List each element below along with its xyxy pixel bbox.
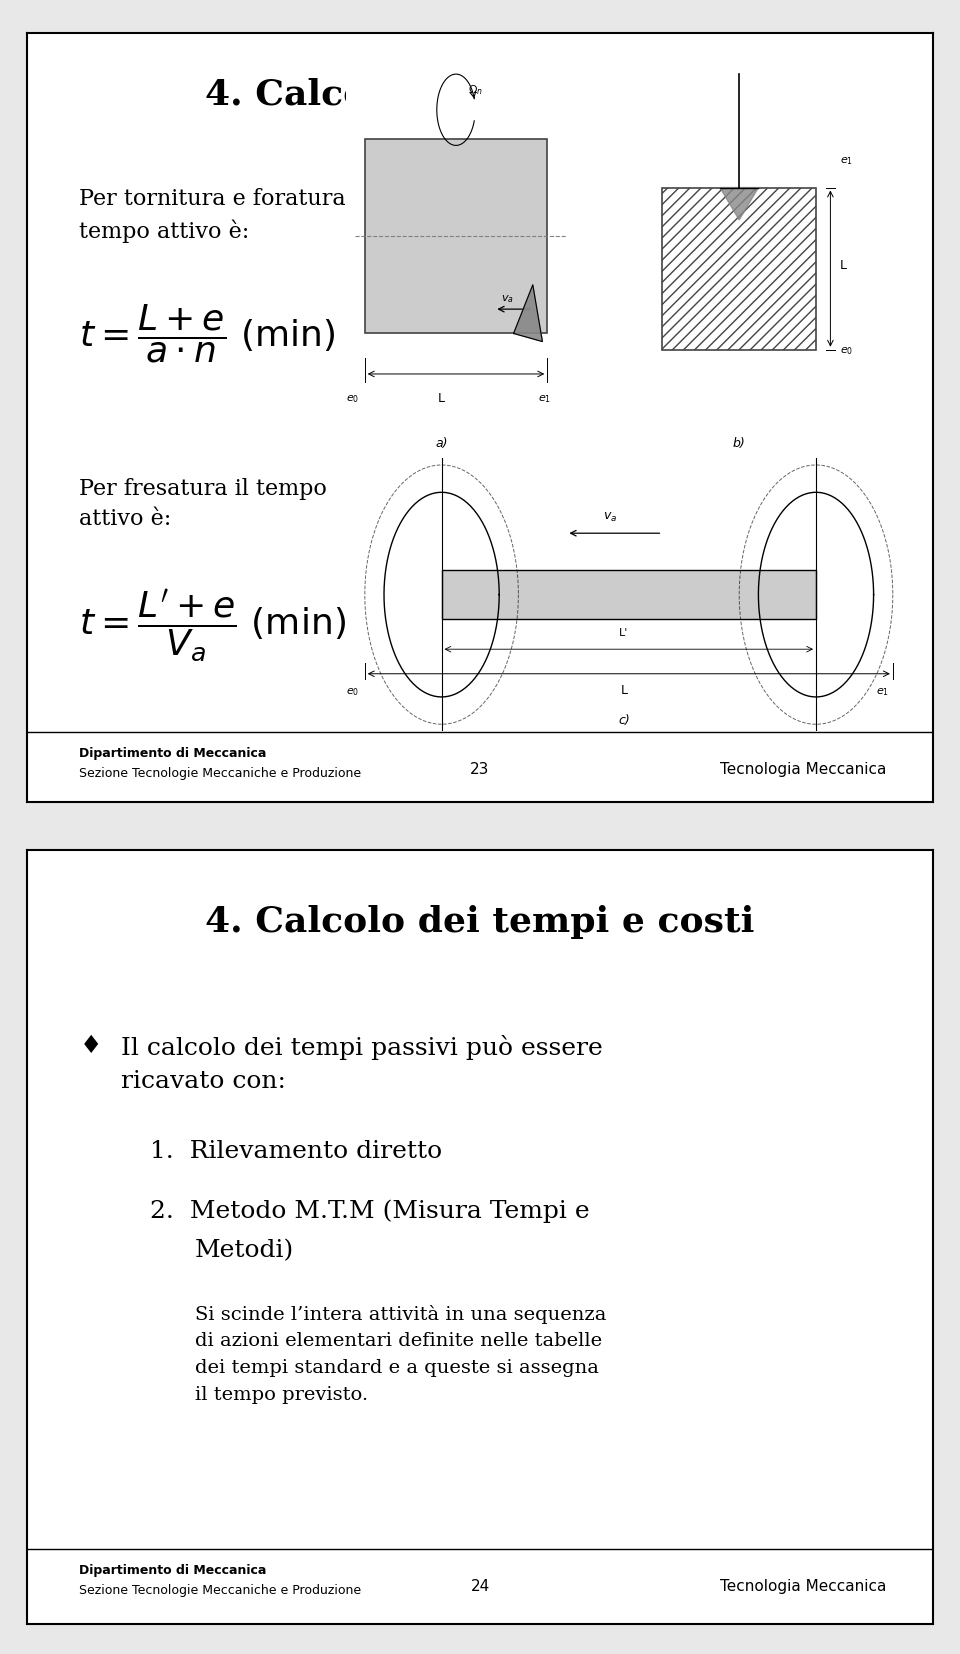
Text: Dipartimento di Meccanica: Dipartimento di Meccanica	[79, 1565, 266, 1578]
Text: di azioni elementari definite nelle tabelle: di azioni elementari definite nelle tabe…	[195, 1331, 602, 1350]
Text: Dipartimento di Meccanica: Dipartimento di Meccanica	[79, 748, 266, 761]
Text: Tecnologia Meccanica: Tecnologia Meccanica	[720, 762, 886, 777]
Text: $e_0$: $e_0$	[346, 394, 359, 405]
Text: 2.  Metodo M.T.M (Misura Tempi e: 2. Metodo M.T.M (Misura Tempi e	[150, 1199, 589, 1224]
Text: Tecnologia Meccanica: Tecnologia Meccanica	[720, 1580, 886, 1594]
Text: $v_a$: $v_a$	[501, 293, 514, 304]
Text: Per fresatura il tempo
attivo è:: Per fresatura il tempo attivo è:	[79, 478, 326, 529]
Text: 24: 24	[470, 1580, 490, 1594]
Text: dei tempi standard e a queste si assegna: dei tempi standard e a queste si assegna	[195, 1358, 599, 1376]
Polygon shape	[720, 187, 758, 220]
Text: $t = \dfrac{L'+e}{V_a}\ (\mathrm{min})$: $t = \dfrac{L'+e}{V_a}\ (\mathrm{min})$	[79, 587, 346, 663]
Text: ♦: ♦	[80, 1035, 103, 1059]
Bar	[442, 571, 816, 619]
Text: $e_0$: $e_0$	[346, 686, 359, 698]
Text: L: L	[840, 258, 847, 271]
Text: $e_1$: $e_1$	[538, 394, 551, 405]
Text: Il calcolo dei tempi passivi può essere: Il calcolo dei tempi passivi può essere	[121, 1035, 603, 1060]
Text: Si scinde l’intera attività in una sequenza: Si scinde l’intera attività in una seque…	[195, 1305, 607, 1323]
Text: L: L	[438, 392, 445, 405]
Text: $e_0$: $e_0$	[840, 346, 853, 357]
Text: Sezione Tecnologie Meccaniche e Produzione: Sezione Tecnologie Meccaniche e Produzio…	[79, 767, 361, 781]
Text: $\Omega_n$: $\Omega_n$	[468, 84, 484, 98]
Text: L': L'	[619, 627, 629, 637]
Text: ricavato con:: ricavato con:	[121, 1070, 286, 1093]
Text: 4. Calcolo dei tempi e costi: 4. Calcolo dei tempi e costi	[205, 905, 755, 939]
Text: 4. Calcolo dei tempi e costi: 4. Calcolo dei tempi e costi	[205, 78, 755, 112]
Text: Per tornitura e foratura il
tempo attivo è:: Per tornitura e foratura il tempo attivo…	[79, 189, 367, 243]
Text: L: L	[620, 685, 628, 698]
Text: $e_1$: $e_1$	[840, 155, 853, 167]
Text: 1.  Rilevamento diretto: 1. Rilevamento diretto	[150, 1140, 442, 1163]
Text: Sezione Tecnologie Meccaniche e Produzione: Sezione Tecnologie Meccaniche e Produzio…	[79, 1585, 361, 1598]
Text: b): b)	[732, 437, 746, 450]
Bar	[365, 139, 547, 334]
Text: $e_1$: $e_1$	[876, 686, 889, 698]
Text: c): c)	[618, 715, 630, 728]
Text: $t = \dfrac{L+e}{a \cdot n}\ (\mathrm{min})$: $t = \dfrac{L+e}{a \cdot n}\ (\mathrm{mi…	[79, 303, 335, 366]
Text: $v_a$: $v_a$	[603, 511, 617, 524]
Bar	[662, 187, 816, 349]
Text: il tempo previsto.: il tempo previsto.	[195, 1386, 368, 1404]
Text: 23: 23	[470, 762, 490, 777]
Text: Metodi): Metodi)	[195, 1240, 294, 1262]
Polygon shape	[514, 284, 542, 342]
Text: a): a)	[435, 437, 448, 450]
